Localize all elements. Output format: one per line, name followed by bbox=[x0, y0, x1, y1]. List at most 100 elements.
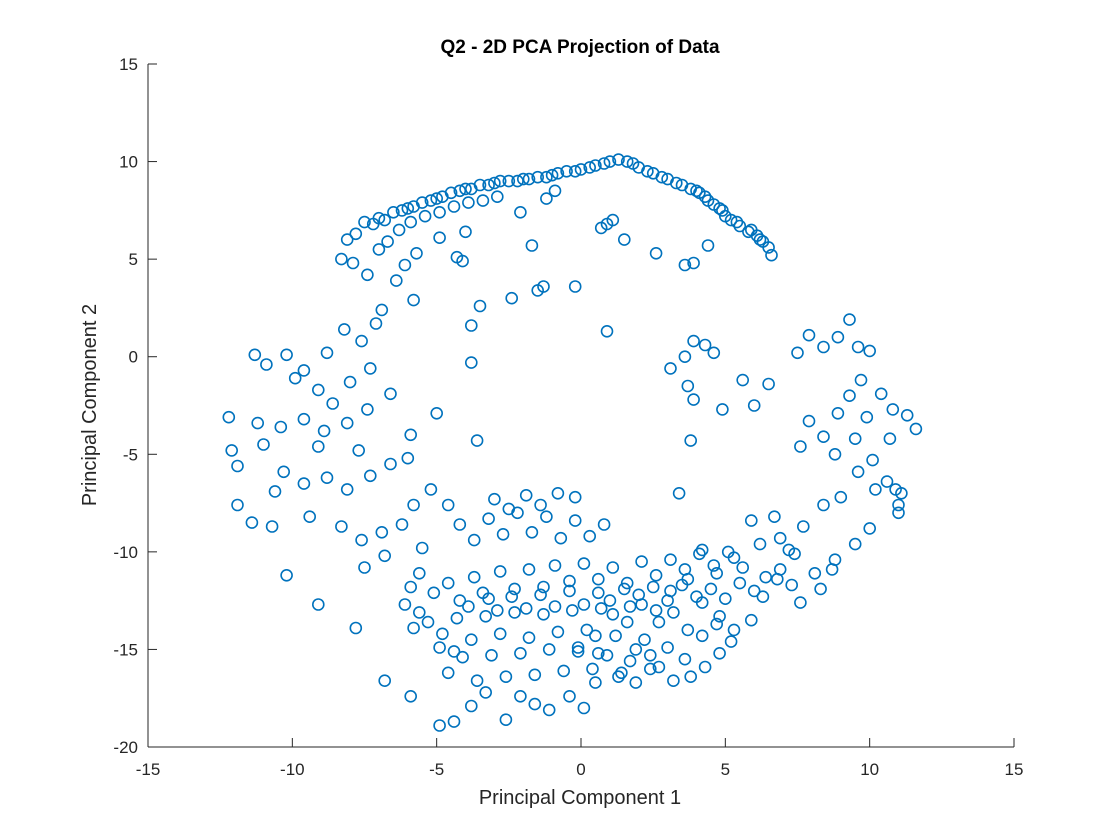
data-point bbox=[381, 235, 394, 248]
data-point bbox=[257, 438, 270, 451]
data-point bbox=[424, 483, 438, 496]
data-point bbox=[883, 432, 897, 446]
data-point bbox=[540, 170, 553, 184]
data-point bbox=[407, 621, 420, 635]
data-point bbox=[794, 596, 807, 609]
data-point bbox=[335, 520, 348, 533]
data-point bbox=[407, 200, 420, 213]
y-tick-label: 0 bbox=[129, 348, 138, 367]
data-point bbox=[464, 633, 478, 647]
data-point bbox=[470, 674, 484, 688]
data-point bbox=[280, 348, 293, 362]
data-point bbox=[554, 531, 568, 545]
data-point bbox=[557, 664, 571, 678]
data-point bbox=[340, 233, 354, 246]
data-point bbox=[514, 646, 527, 660]
data-point bbox=[597, 518, 611, 531]
data-point bbox=[525, 525, 539, 539]
data-point bbox=[404, 580, 418, 594]
x-tick-label: -10 bbox=[280, 760, 305, 779]
data-point bbox=[545, 168, 559, 182]
data-point bbox=[606, 561, 620, 574]
data-point bbox=[753, 233, 767, 246]
data-point bbox=[716, 204, 729, 217]
data-point bbox=[817, 430, 830, 444]
data-point bbox=[476, 194, 490, 207]
data-point bbox=[753, 537, 767, 551]
data-point bbox=[525, 239, 539, 252]
data-point bbox=[744, 223, 758, 237]
data-point bbox=[473, 299, 487, 313]
data-point bbox=[522, 631, 536, 645]
data-point bbox=[418, 209, 432, 223]
data-point bbox=[802, 414, 816, 428]
y-tick-label: -15 bbox=[113, 640, 138, 659]
data-point bbox=[589, 159, 602, 172]
data-point bbox=[490, 604, 504, 617]
data-point bbox=[609, 629, 622, 643]
x-tick-label: 0 bbox=[576, 760, 585, 779]
data-point bbox=[412, 606, 426, 619]
x-tick-label: -5 bbox=[429, 760, 444, 779]
data-point bbox=[537, 580, 550, 594]
data-point bbox=[493, 174, 507, 188]
data-point bbox=[398, 258, 412, 272]
data-point bbox=[479, 609, 493, 623]
y-tick-label: -20 bbox=[113, 738, 138, 757]
data-point bbox=[681, 623, 695, 637]
data-point bbox=[730, 215, 744, 229]
data-point bbox=[577, 598, 591, 611]
data-point bbox=[632, 588, 646, 602]
data-point bbox=[687, 334, 700, 348]
data-point bbox=[392, 223, 406, 237]
y-axis-label: Principal Component 2 bbox=[79, 304, 101, 506]
data-point bbox=[349, 227, 363, 241]
data-point bbox=[453, 518, 467, 531]
data-point bbox=[701, 239, 715, 252]
data-point bbox=[430, 406, 444, 420]
data-point bbox=[303, 510, 317, 524]
data-point bbox=[421, 615, 435, 629]
data-point bbox=[320, 346, 334, 360]
data-point bbox=[649, 604, 663, 617]
data-point bbox=[589, 629, 602, 643]
data-point bbox=[848, 537, 862, 551]
data-point bbox=[340, 483, 354, 496]
data-point bbox=[727, 623, 741, 637]
data-point bbox=[574, 163, 588, 176]
data-point bbox=[591, 586, 605, 600]
data-point bbox=[462, 600, 475, 613]
data-point bbox=[710, 566, 724, 580]
data-point bbox=[311, 383, 325, 397]
data-point bbox=[502, 502, 516, 516]
data-point bbox=[447, 715, 461, 728]
data-point bbox=[664, 362, 677, 375]
data-point bbox=[583, 529, 597, 543]
data-point bbox=[718, 592, 732, 606]
data-point bbox=[591, 572, 605, 586]
data-point bbox=[655, 170, 669, 184]
data-point bbox=[744, 514, 758, 527]
data-point bbox=[407, 498, 420, 512]
data-point bbox=[759, 570, 773, 584]
data-point bbox=[462, 196, 475, 209]
data-point bbox=[577, 701, 591, 715]
data-point bbox=[586, 662, 599, 676]
data-point bbox=[880, 475, 894, 488]
data-point bbox=[638, 633, 651, 647]
data-point bbox=[534, 498, 547, 512]
x-tick-label: -15 bbox=[136, 760, 161, 779]
data-point bbox=[568, 490, 582, 504]
x-tick-label: 5 bbox=[721, 760, 730, 779]
data-point bbox=[869, 483, 882, 496]
y-tick-label: 15 bbox=[119, 55, 138, 74]
data-point bbox=[346, 256, 360, 270]
data-point bbox=[522, 172, 536, 186]
data-point bbox=[768, 510, 781, 524]
data-point bbox=[796, 520, 810, 533]
data-point bbox=[248, 348, 262, 362]
data-point bbox=[756, 590, 770, 604]
data-point bbox=[629, 676, 643, 689]
data-point bbox=[773, 531, 787, 545]
